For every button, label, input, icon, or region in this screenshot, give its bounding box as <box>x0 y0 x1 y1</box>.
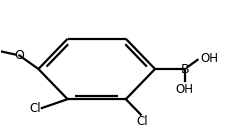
Text: Cl: Cl <box>136 115 147 128</box>
Text: OH: OH <box>175 83 193 96</box>
Text: OH: OH <box>199 52 217 65</box>
Text: O: O <box>14 49 24 62</box>
Text: B: B <box>180 63 188 75</box>
Text: Cl: Cl <box>29 102 41 115</box>
